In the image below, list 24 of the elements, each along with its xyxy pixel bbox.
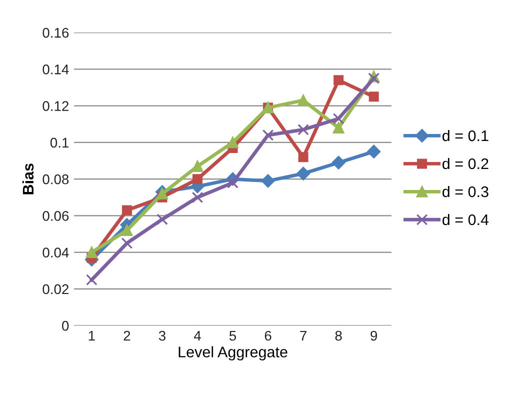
y-tick-label: 0.16	[42, 28, 69, 38]
x-tick-label: 2	[124, 330, 130, 341]
y-tick-label: 0.06	[42, 211, 69, 221]
x-tick-label: 3	[158, 330, 166, 341]
x-axis-title: Level Aggregate	[178, 346, 288, 360]
x-tick-label: 6	[264, 330, 272, 341]
legend-label: d = 0.3	[442, 186, 488, 198]
x-tick-label: 4	[194, 330, 201, 341]
y-tick-label: 0.04	[42, 248, 69, 258]
x-tick-label: 9	[370, 330, 378, 341]
x-tick-label: 1	[88, 330, 95, 341]
x-tick-label: 5	[229, 330, 236, 341]
y-axis-title: Bias	[22, 164, 34, 194]
legend-label: d = 0.1	[442, 130, 488, 142]
y-tick-label: 0	[62, 320, 69, 331]
y-tick-label: 0.12	[42, 101, 69, 111]
y-tick-label: 0.02	[42, 284, 69, 294]
legend-label: d = 0.2	[442, 158, 488, 170]
legend-label: d = 0.4	[442, 214, 489, 226]
y-tick-label: 0.08	[42, 174, 69, 184]
x-tick-label: 7	[300, 330, 306, 341]
y-tick-label: 0.1	[50, 138, 69, 148]
x-tick-label: 8	[335, 330, 342, 341]
y-tick-label: 0.14	[42, 64, 69, 74]
